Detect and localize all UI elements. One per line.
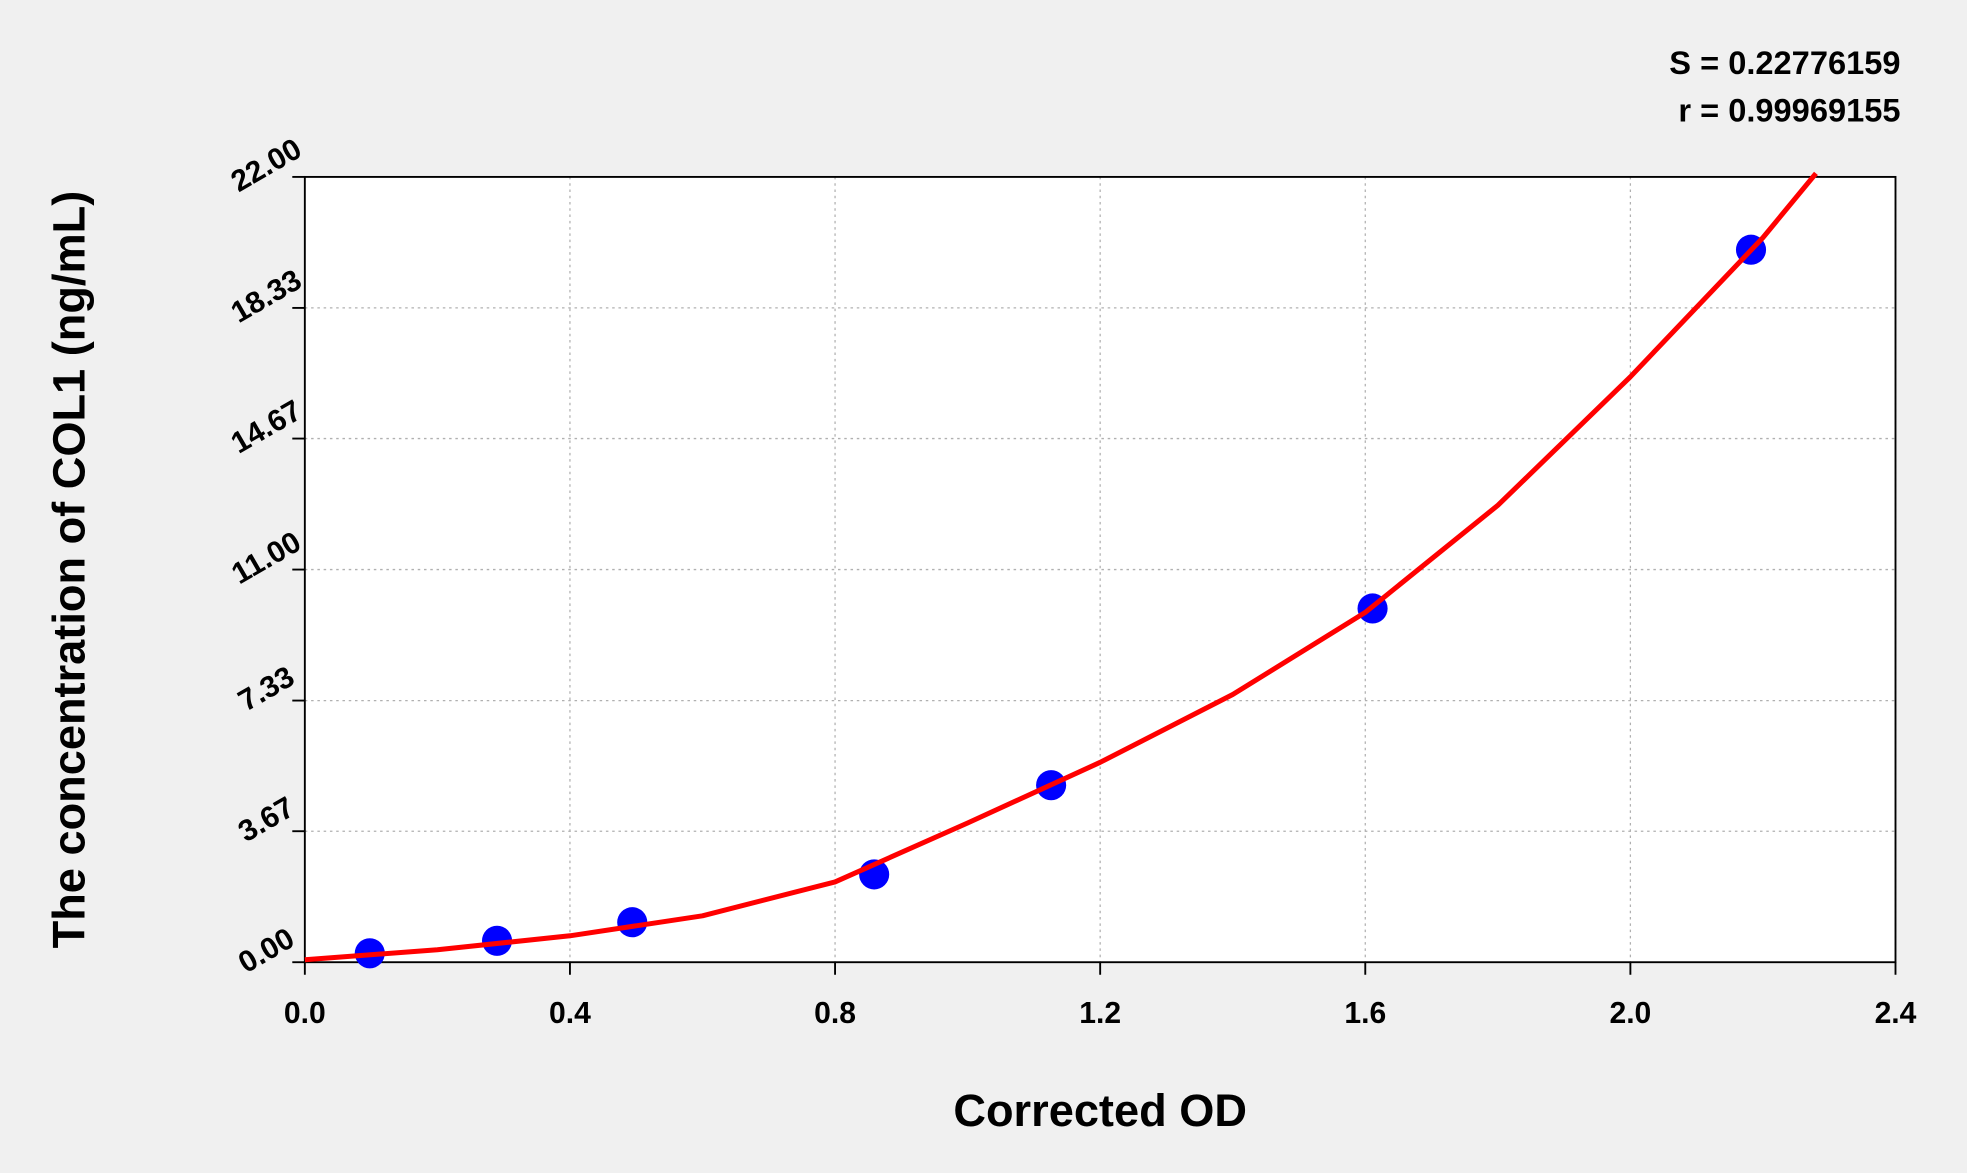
plot-frame xyxy=(303,175,1897,964)
y-axis-title: The concentration of COL1 (ng/mL) xyxy=(44,191,95,949)
x-tick-label: 1.6 xyxy=(1344,997,1386,1030)
x-tick-label: 0.0 xyxy=(284,997,326,1030)
x-tick-label: 1.2 xyxy=(1079,997,1121,1030)
x-tick-label: 0.8 xyxy=(814,997,856,1030)
x-tick-label: 2.0 xyxy=(1609,997,1651,1030)
data-point xyxy=(481,925,513,956)
x-tick-label: 2.4 xyxy=(1875,997,1917,1030)
annotation: r = 0.99969155 xyxy=(1678,92,1900,129)
annotation: S = 0.22776159 xyxy=(1669,44,1900,81)
fit-curve xyxy=(304,171,1818,963)
data-point xyxy=(617,907,648,938)
x-axis-title: Corrected OD xyxy=(953,1085,1247,1136)
x-tick-label: 0.4 xyxy=(549,997,591,1030)
